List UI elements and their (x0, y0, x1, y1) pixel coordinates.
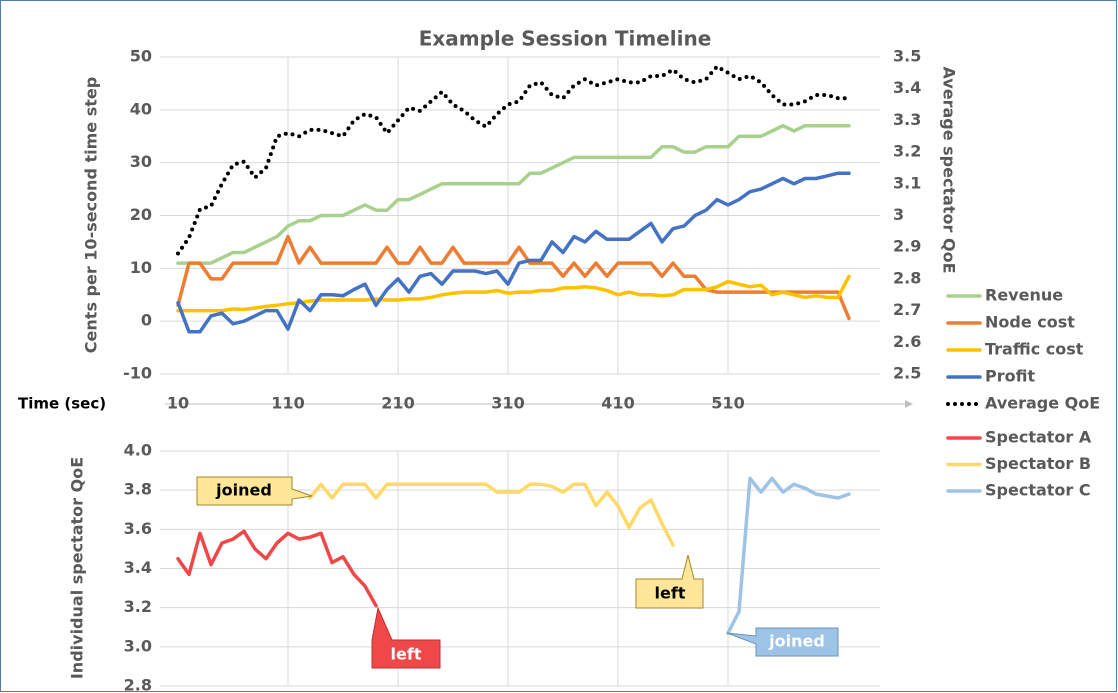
y2-tick-label: 2.9 (893, 237, 921, 256)
x-tick-label: 310 (491, 394, 524, 413)
callout (726, 627, 839, 657)
series-line (176, 274, 851, 313)
y-tick-label: 40 (130, 99, 152, 118)
callout (371, 606, 441, 669)
callout (196, 476, 313, 506)
series-line (176, 123, 851, 265)
y-tick-label: 10 (130, 258, 152, 277)
legend-label: Node cost (985, 313, 1075, 332)
y-tick-label: -10 (123, 364, 152, 383)
y-tick-label: 3.0 (124, 636, 152, 655)
series-line (176, 171, 851, 334)
y-axis-label: Cents per 10-second time step (82, 77, 101, 353)
series-line (308, 482, 675, 547)
y2-tick-label: 3.1 (893, 173, 921, 192)
y-tick-label: 0 (141, 311, 152, 330)
annotation: joined (215, 481, 272, 500)
legend-label: Revenue (985, 286, 1063, 305)
y2-tick-label: 2.7 (893, 300, 921, 319)
y-tick-label: 3.8 (124, 480, 152, 499)
y2-tick-label: 3.4 (893, 78, 921, 97)
annotation: left (391, 645, 422, 664)
y-axis-label: Individual spectator QoE (68, 457, 87, 679)
x-tick-label: 210 (381, 394, 414, 413)
legend-label: Profit (985, 367, 1035, 386)
y-tick-label: 3.2 (124, 597, 152, 616)
series-line (176, 234, 851, 321)
x-tick-label: 410 (601, 394, 634, 413)
x-tick-label: 110 (271, 394, 304, 413)
y2-axis-label: Average spectator QoE (940, 66, 959, 273)
y2-tick-label: 3.3 (893, 110, 921, 129)
y2-tick-label: 2.6 (893, 332, 921, 351)
y-tick-label: 50 (130, 47, 152, 66)
axis-arrow (905, 400, 913, 408)
y2-tick-label: 3.2 (893, 142, 921, 161)
callout (635, 554, 704, 609)
x-axis-label: Time (sec) (18, 395, 106, 413)
legend-label: Traffic cost (985, 340, 1084, 359)
annotation: joined (768, 632, 825, 651)
y2-tick-label: 2.5 (893, 364, 921, 383)
annotation: left (655, 584, 686, 603)
y-tick-label: 4.0 (124, 441, 152, 460)
x-tick-label: 510 (711, 394, 744, 413)
series-line (726, 476, 851, 635)
y2-tick-label: 3.5 (893, 47, 921, 66)
x-tick-label: 10 (167, 394, 189, 413)
legend-label: Spectator C (985, 481, 1091, 500)
y-tick-label: 20 (130, 205, 152, 224)
y-tick-label: 3.6 (124, 519, 152, 538)
y-tick-label: 30 (130, 152, 152, 171)
y-tick-label: 2.8 (124, 676, 152, 693)
legend-label: Spectator A (985, 428, 1092, 447)
y-tick-label: 3.4 (124, 558, 152, 577)
legend-label: Spectator B (985, 454, 1091, 473)
y2-tick-label: 3 (893, 205, 904, 224)
y2-tick-label: 2.8 (893, 268, 921, 287)
series-line (176, 529, 378, 608)
chart-title: Example Session Timeline (419, 27, 712, 51)
legend-label: Average QoE (985, 394, 1100, 413)
